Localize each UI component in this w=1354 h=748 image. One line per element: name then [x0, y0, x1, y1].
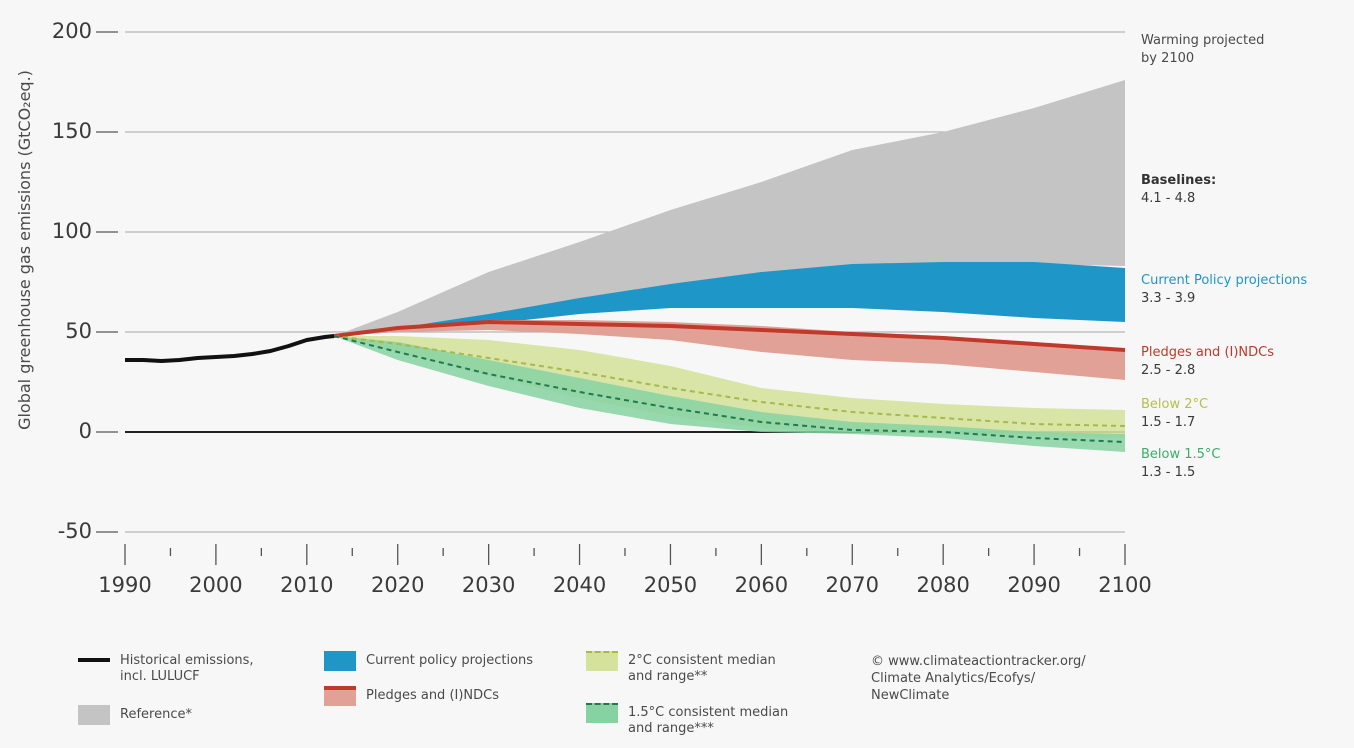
y-tick-label: 50	[65, 319, 92, 343]
right-label-title: Baselines:	[1141, 173, 1216, 188]
below-2c-median-line	[333, 335, 1126, 427]
reference-band	[334, 80, 1126, 336]
legend-current-policy: Current policy projections	[324, 651, 534, 671]
x-tick-label: 2020	[371, 573, 424, 597]
legend-pledges-label: Pledges and (I)NDCs	[366, 688, 500, 703]
pledges-median-line	[333, 319, 1126, 352]
y-tick-label: -50	[58, 519, 92, 543]
x-tick-label: 1990	[98, 573, 151, 597]
pledges-band	[334, 320, 1126, 380]
chart-plot: 200 150 100 50 0 -50 1990 2000 2010 2020 2030 2040 2…	[15, 19, 1307, 597]
x-tick-label: 2090	[1007, 573, 1060, 597]
pledges-swatch	[324, 686, 356, 706]
x-tick-label: 2000	[189, 573, 242, 597]
right-label-title: by 2100	[1141, 51, 1194, 66]
one-five-c-median-swatch	[586, 703, 618, 705]
legend-historical: Historical emissions, incl. LULUCF	[78, 653, 254, 685]
y-tick-label: 100	[52, 219, 92, 243]
right-label-title: Current Policy projections	[1141, 273, 1307, 288]
right-labels: Warming projected by 2100 Baselines: 4.1 - …	[1141, 33, 1307, 480]
below-2c-band	[334, 336, 1126, 438]
legend-reference: Reference*	[78, 705, 192, 725]
right-label-value: 1.3 - 1.5	[1141, 465, 1195, 480]
y-tick-label: 150	[52, 119, 92, 143]
legend-2c: 2°C consistent median and range**	[586, 651, 776, 685]
historical-line	[125, 334, 335, 363]
historical-swatch	[78, 658, 110, 662]
credit-text: © www.climateactiontracker.org/ Climate …	[871, 654, 1086, 703]
below-1-5c-band	[334, 336, 1126, 452]
x-tick-label: 2050	[644, 573, 697, 597]
right-label-value: 3.3 - 3.9	[1141, 291, 1195, 306]
legend-pledges: Pledges and (I)NDCs	[324, 686, 500, 706]
two-c-median-swatch	[586, 651, 618, 653]
x-tick-label: 2030	[462, 573, 515, 597]
right-label-value: 1.5 - 1.7	[1141, 415, 1195, 430]
right-label-title: Warming projected	[1141, 33, 1264, 48]
x-tick-label: 2040	[553, 573, 606, 597]
legend-historical-label: Historical emissions, incl. LULUCF	[120, 653, 254, 684]
axis-layer: 200 150 100 50 0 -50 1990 2000 2010 2020 2030 2040 2…	[52, 19, 1152, 597]
y-tick-label: 0	[79, 419, 92, 443]
right-label-title: Below 1.5°C	[1141, 447, 1221, 462]
legend-2c-label: 2°C consistent median and range**	[628, 653, 776, 684]
current-policy-swatch	[324, 651, 356, 671]
pledges-line-swatch	[324, 686, 356, 690]
current-policy-band	[334, 262, 1126, 336]
one-five-c-swatch	[586, 703, 618, 723]
legend-current-policy-label: Current policy projections	[366, 653, 534, 668]
legend-1-5c: 1.5°C consistent median and range***	[586, 703, 789, 737]
x-tick-label: 2070	[826, 573, 879, 597]
reference-swatch	[78, 705, 110, 725]
right-label-value: 4.1 - 4.8	[1141, 191, 1195, 206]
right-label-title: Pledges and (I)NDCs	[1141, 345, 1274, 360]
below-1-5c-median-line	[333, 335, 1126, 443]
legend-reference-label: Reference*	[120, 707, 192, 722]
legend-1-5c-label: 1.5°C consistent median and range***	[628, 705, 789, 736]
two-c-swatch	[586, 651, 618, 671]
x-tick-label: 2100	[1098, 573, 1151, 597]
x-tick-label: 2060	[735, 573, 788, 597]
x-tick-label: 2080	[916, 573, 969, 597]
series-layer	[125, 80, 1126, 452]
y-tick-label: 200	[52, 19, 92, 43]
y-axis-label: Global greenhouse gas emissions (GtCO₂eq…	[15, 70, 34, 430]
right-label-title: Below 2°C	[1141, 397, 1208, 412]
x-tick-label: 2010	[280, 573, 333, 597]
right-label-value: 2.5 - 2.8	[1141, 363, 1195, 378]
